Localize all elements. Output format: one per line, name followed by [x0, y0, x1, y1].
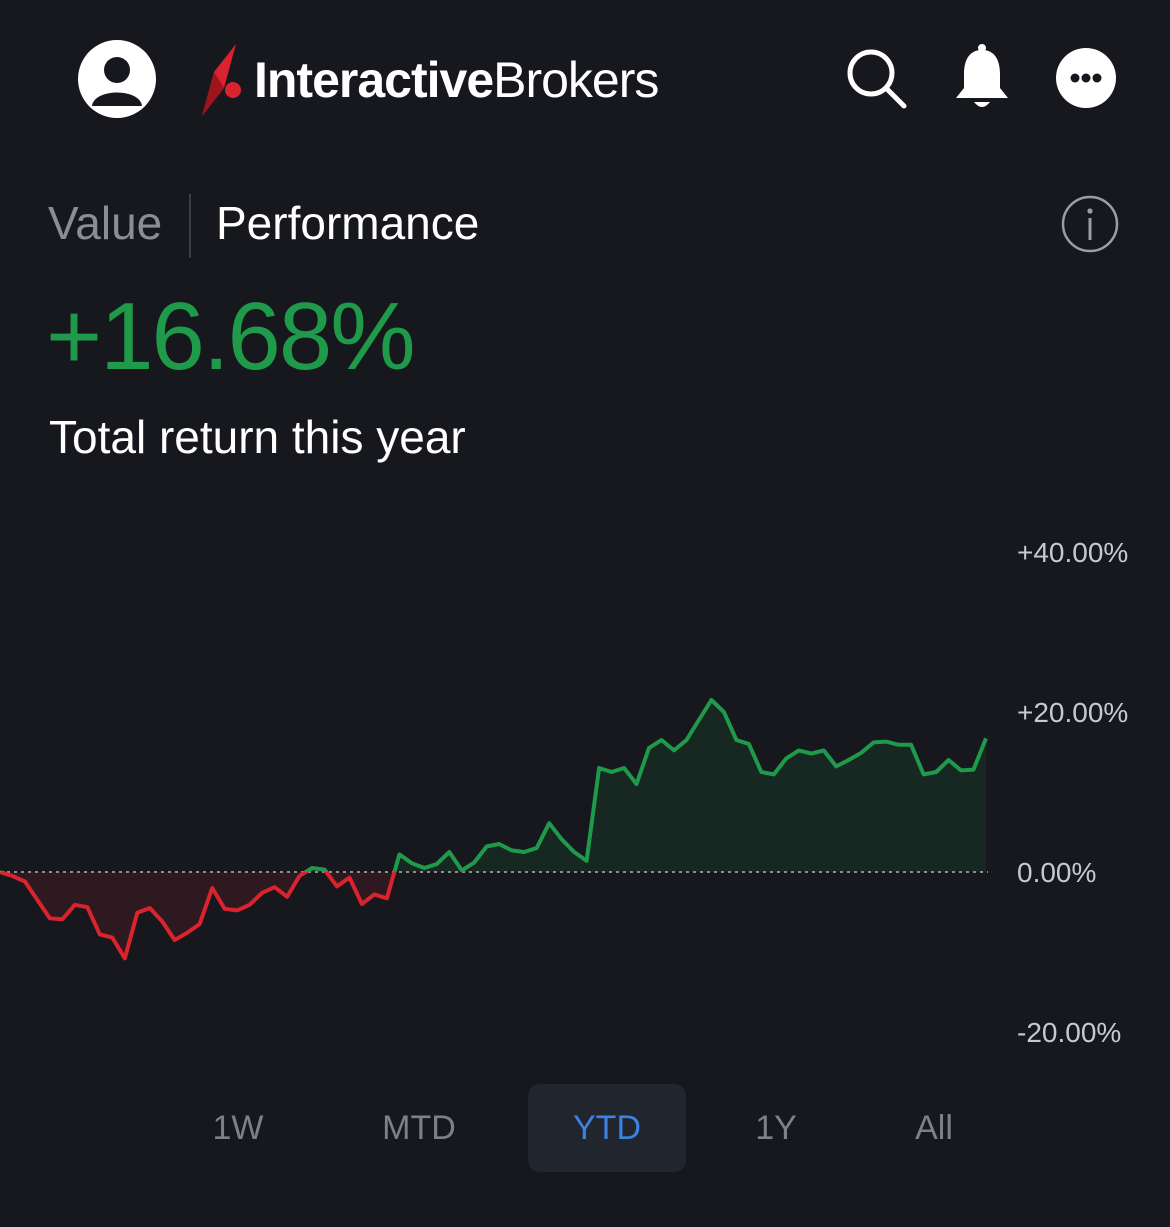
- total-return-caption: Total return this year: [49, 411, 466, 463]
- chart-area: [0, 700, 986, 959]
- range-1y-button[interactable]: 1Y: [755, 1108, 797, 1147]
- y-tick-label: -20.00%: [1017, 1017, 1121, 1048]
- more-icon: [1070, 73, 1102, 83]
- series-line-negative: [0, 872, 464, 961]
- y-axis-labels: +40.00% +20.00% 0.00% -20.00%: [1017, 537, 1128, 1048]
- ib-logo-icon: [202, 44, 241, 116]
- search-icon: [847, 49, 907, 109]
- bell-icon: [956, 44, 1008, 107]
- area-negative: [0, 872, 986, 959]
- search-button[interactable]: [844, 46, 908, 110]
- range-1w-button[interactable]: 1W: [212, 1108, 264, 1147]
- brand-name-bold: Interactive: [254, 52, 494, 108]
- tab-performance[interactable]: Performance: [216, 197, 480, 249]
- performance-chart: +40.00% +20.00% 0.00% -20.00%: [0, 537, 1128, 1048]
- range-mtd-button[interactable]: MTD: [382, 1108, 456, 1147]
- avatar-icon: [92, 57, 142, 106]
- chart-line: [0, 698, 988, 961]
- brand-name-regular: Brokers: [493, 52, 659, 108]
- avatar-button[interactable]: [78, 40, 156, 118]
- notifications-button[interactable]: [950, 42, 1014, 112]
- more-options-button[interactable]: [1056, 48, 1116, 108]
- y-tick-label: +20.00%: [1017, 697, 1128, 728]
- y-tick-label: +40.00%: [1017, 537, 1128, 568]
- range-all-button[interactable]: All: [915, 1108, 953, 1147]
- series-line-positive: [0, 698, 988, 872]
- total-return-value: +16.68%: [46, 283, 416, 390]
- brand-logo: InteractiveBrokers: [202, 40, 659, 120]
- tab-value[interactable]: Value: [48, 197, 163, 249]
- info-button[interactable]: [1060, 194, 1120, 254]
- range-ytd-button[interactable]: YTD: [528, 1084, 686, 1172]
- y-tick-label: 0.00%: [1017, 857, 1096, 888]
- area-positive: [0, 700, 986, 872]
- info-icon: [1061, 195, 1119, 253]
- tab-divider: [189, 194, 191, 258]
